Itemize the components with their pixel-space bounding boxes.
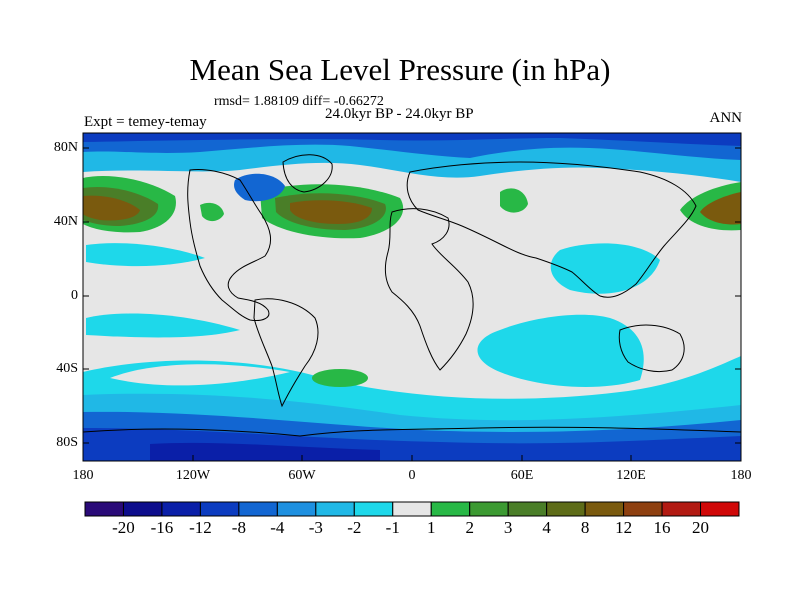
colorbar-box xyxy=(315,501,355,517)
colorbar-box xyxy=(122,501,163,517)
lat-label-0: 0 xyxy=(71,288,78,303)
colorbar-label: -3 xyxy=(308,518,323,537)
colorbar-label: -8 xyxy=(231,518,246,537)
eurasia-high xyxy=(500,188,528,213)
colorbar-label: 16 xyxy=(653,518,671,537)
coast-greenland xyxy=(282,154,333,193)
asia-cyan xyxy=(550,243,660,294)
colorbar-box xyxy=(661,501,702,517)
contour-fill xyxy=(83,133,741,461)
colorbar-label: 3 xyxy=(503,518,513,537)
south-atlantic-high xyxy=(312,369,368,387)
coast-australia xyxy=(618,324,685,373)
indian-ocean-cyan xyxy=(477,314,644,387)
canada-low xyxy=(234,173,285,202)
colorbar-box xyxy=(353,501,394,517)
colorbar-label: -4 xyxy=(270,518,285,537)
plot-title: Mean Sea Level Pressure (in hPa) xyxy=(189,52,611,87)
lon-label-60w: 60W xyxy=(288,468,316,483)
coastlines xyxy=(83,154,741,437)
lat-label-40n: 40N xyxy=(53,214,78,229)
colorbar-label: -16 xyxy=(150,518,174,537)
north-pacific-high-brown xyxy=(83,195,140,221)
colorbar-box xyxy=(276,501,317,517)
north-america-green xyxy=(200,202,224,222)
colorbar-box xyxy=(584,501,625,517)
colorbar-boxes xyxy=(84,501,740,517)
arctic-blue xyxy=(83,133,741,160)
tropical-pacific-cyan xyxy=(86,313,240,338)
colorbar-label: 4 xyxy=(542,518,551,537)
season-label: ANN xyxy=(709,110,743,126)
north-atlantic-high-brown xyxy=(290,200,372,224)
stats-label: rmsd= 1.88109 diff= -0.66272 xyxy=(214,94,384,109)
colorbar-box xyxy=(507,501,548,517)
colorbar-label: -1 xyxy=(385,518,400,537)
colorbar-box xyxy=(161,501,201,517)
colorbar-box xyxy=(84,501,124,517)
colorbar-label: -12 xyxy=(189,518,212,537)
colorbar-box xyxy=(469,501,509,517)
coast-south-america xyxy=(253,298,319,408)
lon-label-180e: 180 xyxy=(730,468,752,483)
lon-label-180w: 180 xyxy=(72,468,94,483)
colorbar-box xyxy=(623,501,663,517)
lat-label-80s: 80S xyxy=(56,435,78,450)
lon-label-120e: 120E xyxy=(616,468,646,483)
colorbar-label: 12 xyxy=(615,518,633,537)
south-pacific-neutral xyxy=(110,364,290,386)
coast-antarctica xyxy=(83,426,741,437)
axis-ticks xyxy=(82,147,742,461)
period-label: 24.0kyr BP - 24.0kyr BP xyxy=(325,106,474,122)
colorbar-label: 1 xyxy=(426,518,436,537)
colorbar-box xyxy=(546,501,586,517)
lon-label-120w: 120W xyxy=(175,468,211,483)
lat-label-80n: 80N xyxy=(53,140,78,155)
coast-eurasia xyxy=(406,161,697,298)
colorbar-box xyxy=(700,501,740,517)
colorbar-label: 20 xyxy=(692,518,710,537)
lat-label-40s: 40S xyxy=(56,361,78,376)
lon-label-60e: 60E xyxy=(510,468,534,483)
experiment-label: Expt = temey-temay xyxy=(84,114,207,130)
colorbar-box xyxy=(392,501,432,517)
colorbar-label: 8 xyxy=(580,518,590,537)
north-pacific-cyan xyxy=(86,243,205,267)
colorbar-label: 2 xyxy=(465,518,474,537)
antarctic-navy xyxy=(150,442,380,461)
colorbar-box xyxy=(430,501,471,517)
lon-label-0: 0 xyxy=(408,468,416,483)
colorbar-box xyxy=(238,501,278,517)
colorbar-box xyxy=(199,501,240,517)
coast-africa xyxy=(384,208,474,371)
arctic-darkblue xyxy=(83,133,741,146)
colorbar-label: -20 xyxy=(112,518,135,537)
colorbar-label: -2 xyxy=(347,518,362,537)
north-pacific-high-east-brown xyxy=(700,192,741,225)
